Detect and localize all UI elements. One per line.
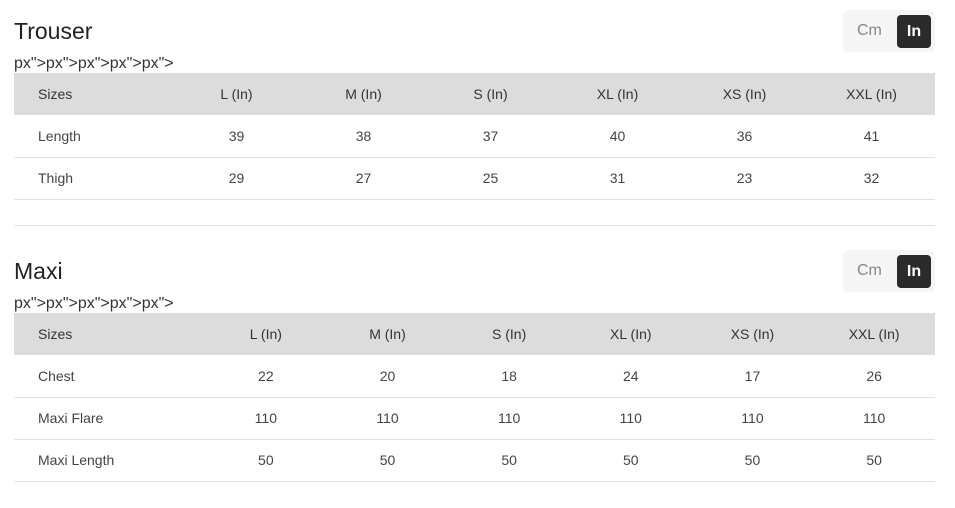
table-cell: 17 bbox=[691, 355, 814, 398]
row-label: Maxi Flare bbox=[14, 397, 205, 440]
table-cell: 27 bbox=[300, 157, 427, 200]
table-cell: 50 bbox=[569, 439, 692, 482]
table-header-row: Sizes L (In) M (In) S (In) XL (In) XS (In) XXL… bbox=[14, 313, 935, 355]
table-cell: 26 bbox=[813, 355, 935, 398]
table-cell: 110 bbox=[205, 397, 327, 440]
column-header: XL (In) bbox=[554, 73, 681, 115]
table-cell: 50 bbox=[813, 439, 935, 482]
maxi-size-section: Maxi Cm In px">px">px">px">px"> Sizes L (I… bbox=[14, 240, 935, 482]
unit-cm-button[interactable]: Cm bbox=[857, 22, 882, 39]
table-cell: 110 bbox=[813, 397, 935, 440]
table-header-row: Sizes L (In) M (In) S (In) XL (In) XS (In) XXL… bbox=[14, 73, 935, 115]
table-cell: 50 bbox=[205, 439, 327, 482]
table-row: Maxi Length 50 50 50 50 50 50 bbox=[14, 439, 935, 482]
unit-toggle: Cm In bbox=[843, 10, 935, 52]
column-header: XXL (In) bbox=[813, 313, 935, 355]
trouser-size-section: Trouser Cm In px">px">px">px">px"> Sizes L… bbox=[14, 0, 935, 200]
table-cell: 40 bbox=[554, 115, 681, 158]
table-cell: 41 bbox=[808, 115, 935, 158]
row-label: Length bbox=[14, 115, 173, 158]
column-header: Sizes bbox=[14, 313, 205, 355]
unit-toggle: Cm In bbox=[843, 250, 935, 292]
column-header: XXL (In) bbox=[808, 73, 935, 115]
table-cell: 50 bbox=[326, 439, 449, 482]
table-cell: 50 bbox=[448, 439, 570, 482]
table-cell: 39 bbox=[173, 115, 300, 158]
table-cell: 18 bbox=[448, 355, 570, 398]
row-label: Chest bbox=[14, 355, 205, 398]
column-header: S (In) bbox=[427, 73, 554, 115]
table-cell: 22 bbox=[205, 355, 327, 398]
section-divider bbox=[14, 225, 935, 226]
column-header: XL (In) bbox=[569, 313, 692, 355]
table-cell: 20 bbox=[326, 355, 449, 398]
unit-in-button[interactable]: In bbox=[897, 255, 931, 288]
table-cell: 110 bbox=[448, 397, 570, 440]
unit-cm-button[interactable]: Cm bbox=[857, 262, 882, 279]
table-row: Thigh 29 27 25 31 23 32 bbox=[14, 157, 935, 200]
column-header: M (In) bbox=[326, 313, 449, 355]
table-cell: 31 bbox=[554, 157, 681, 200]
table-cell: 23 bbox=[681, 157, 808, 200]
table-title: Trouser bbox=[14, 18, 93, 44]
column-header: L (In) bbox=[173, 73, 300, 115]
table-cell: 110 bbox=[569, 397, 692, 440]
column-header: XS (In) bbox=[681, 73, 808, 115]
table-row: Length 39 38 37 40 36 41 bbox=[14, 115, 935, 158]
table-cell: 110 bbox=[326, 397, 449, 440]
table-cell: 50 bbox=[691, 439, 814, 482]
size-table: Sizes L (In) M (In) S (In) XL (In) XS (In) XXL… bbox=[14, 73, 935, 200]
table-cell: 110 bbox=[691, 397, 814, 440]
row-label: Thigh bbox=[14, 157, 173, 200]
table-cell: 24 bbox=[569, 355, 692, 398]
table-row: Maxi Flare 110 110 110 110 110 110 bbox=[14, 397, 935, 440]
table-cell: 38 bbox=[300, 115, 427, 158]
size-table: Sizes L (In) M (In) S (In) XL (In) XS (In) XXL… bbox=[14, 313, 935, 482]
table-row: Chest 22 20 18 24 17 26 bbox=[14, 355, 935, 398]
unit-in-button[interactable]: In bbox=[897, 15, 931, 48]
column-header: M (In) bbox=[300, 73, 427, 115]
table-cell: 29 bbox=[173, 157, 300, 200]
table-cell: 25 bbox=[427, 157, 554, 200]
table-cell: 37 bbox=[427, 115, 554, 158]
column-header: L (In) bbox=[205, 313, 327, 355]
table-cell: 32 bbox=[808, 157, 935, 200]
table-cell: 36 bbox=[681, 115, 808, 158]
table-title: Maxi bbox=[14, 258, 63, 284]
column-header: XS (In) bbox=[691, 313, 814, 355]
column-header: Sizes bbox=[14, 73, 173, 115]
column-header: S (In) bbox=[448, 313, 570, 355]
row-label: Maxi Length bbox=[14, 439, 205, 482]
